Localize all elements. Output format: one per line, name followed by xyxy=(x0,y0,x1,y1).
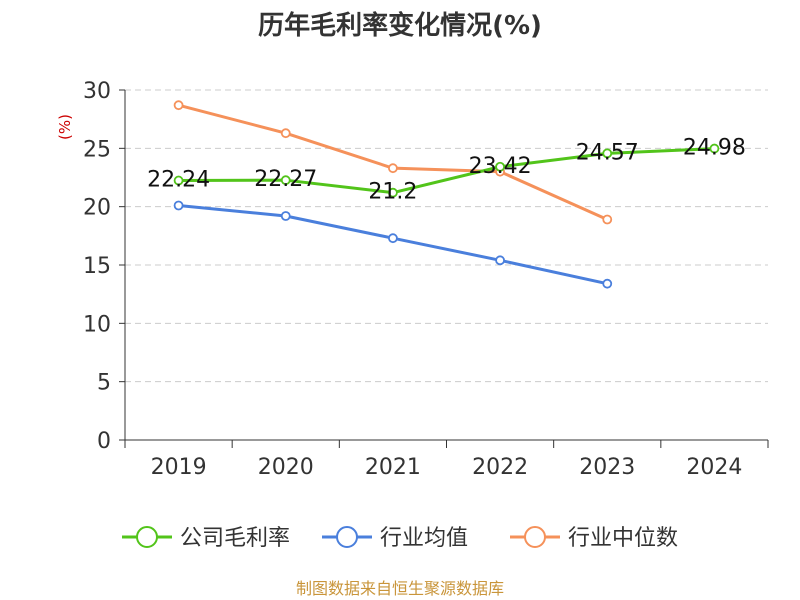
data-label: 22.27 xyxy=(254,167,317,192)
legend-marker xyxy=(524,526,546,548)
legend-item-1: 公司毛利率 xyxy=(122,526,290,551)
data-point xyxy=(388,233,398,244)
x-tick-label: 2020 xyxy=(258,455,314,480)
data-point xyxy=(388,187,398,198)
legend: 公司毛利率 行业均值 行业中位数 xyxy=(122,526,678,551)
chart-title: 历年毛利率变化情况(%) xyxy=(258,10,542,41)
x-tick-label: 2024 xyxy=(686,455,742,480)
series-line xyxy=(178,147,715,195)
data-point xyxy=(495,161,505,172)
x-tick-label: 2021 xyxy=(365,455,421,480)
legend-label: 行业中位数 xyxy=(568,526,678,551)
source-note: 制图数据来自恒生聚源数据库 xyxy=(296,579,504,598)
data-point xyxy=(388,163,398,174)
data-label: 24.57 xyxy=(576,140,639,165)
y-tick-label: 20 xyxy=(83,196,111,221)
y-tick-labels: 0 5 10 15 20 25 30 xyxy=(83,79,111,454)
series-1 xyxy=(173,143,720,198)
data-point xyxy=(602,148,613,159)
x-tick-labels: 2019 2020 2021 2022 2023 2024 xyxy=(151,455,743,480)
data-label: 23.42 xyxy=(469,154,532,179)
data-point xyxy=(280,175,291,186)
y-tick-label: 0 xyxy=(97,429,111,454)
legend-marker xyxy=(136,526,158,548)
legend-label: 公司毛利率 xyxy=(180,526,290,551)
x-tick-label: 2019 xyxy=(151,455,207,480)
data-label: 22.24 xyxy=(147,168,210,193)
series-line xyxy=(178,204,608,286)
grid-lines xyxy=(125,89,768,383)
data-point xyxy=(602,278,613,289)
legend-item-3: 行业中位数 xyxy=(510,526,678,551)
x-tick-label: 2022 xyxy=(472,455,528,480)
data-point xyxy=(280,128,291,139)
data-point xyxy=(495,255,505,266)
series-2 xyxy=(173,200,613,289)
legend-label: 行业均值 xyxy=(380,526,468,551)
data-point xyxy=(602,214,613,225)
legend-item-2: 行业均值 xyxy=(322,526,468,551)
y-tick-label: 30 xyxy=(83,79,111,104)
data-point xyxy=(173,100,184,111)
legend-marker xyxy=(336,526,358,548)
data-label: 24.98 xyxy=(683,136,746,161)
y-tick-label: 5 xyxy=(97,371,111,396)
y-tick-label: 10 xyxy=(83,312,111,337)
y-tick-label: 15 xyxy=(83,254,111,279)
data-label: 21.2 xyxy=(368,180,417,205)
data-labels: 22.24 22.27 21.2 23.42 24.57 24.98 xyxy=(147,136,746,205)
x-tick-label: 2023 xyxy=(579,455,635,480)
y-axis-label: (%) xyxy=(56,114,74,140)
data-point xyxy=(173,175,184,186)
data-point xyxy=(173,200,184,211)
series-lines xyxy=(173,100,720,289)
axes xyxy=(119,89,769,448)
y-tick-label: 25 xyxy=(83,137,111,162)
data-point xyxy=(280,211,291,221)
data-point xyxy=(709,143,720,154)
